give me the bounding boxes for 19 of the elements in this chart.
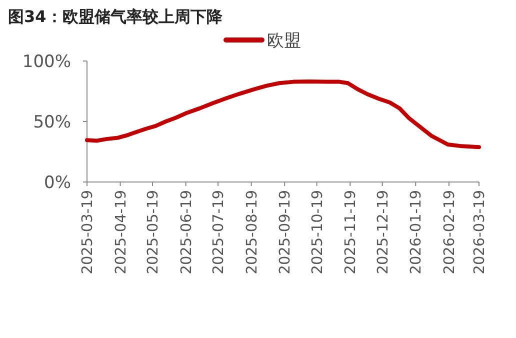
x-tick-label: 2025-03-19 xyxy=(80,190,96,274)
y-tick-label: 0% xyxy=(44,173,71,193)
y-tick-label: 100% xyxy=(22,52,71,72)
legend-label: 欧盟 xyxy=(267,31,301,51)
x-tick-label: 2025-04-19 xyxy=(113,190,130,274)
x-tick-label: 2025-09-19 xyxy=(278,190,294,274)
x-tick-label: 2026-02-19 xyxy=(442,190,458,274)
y-tick-label: 50% xyxy=(33,112,71,132)
x-tick-label: 2025-06-19 xyxy=(178,190,195,274)
x-tick-label: 2025-12-19 xyxy=(375,190,392,274)
x-tick-label: 2026-03-19 xyxy=(472,190,488,274)
chart-title: 图34：欧盟储气率较上周下降 xyxy=(8,7,224,26)
x-tick-label: 2025-11-19 xyxy=(343,190,360,274)
x-tick-label: 2026-01-19 xyxy=(408,190,425,274)
line-series xyxy=(85,79,481,150)
x-tick-label: 2025-05-19 xyxy=(146,190,162,274)
x-tick-label: 2025-07-19 xyxy=(211,190,228,274)
x-tick-label: 2025-08-19 xyxy=(244,190,260,274)
x-tick-label: 2025-10-19 xyxy=(310,190,326,274)
